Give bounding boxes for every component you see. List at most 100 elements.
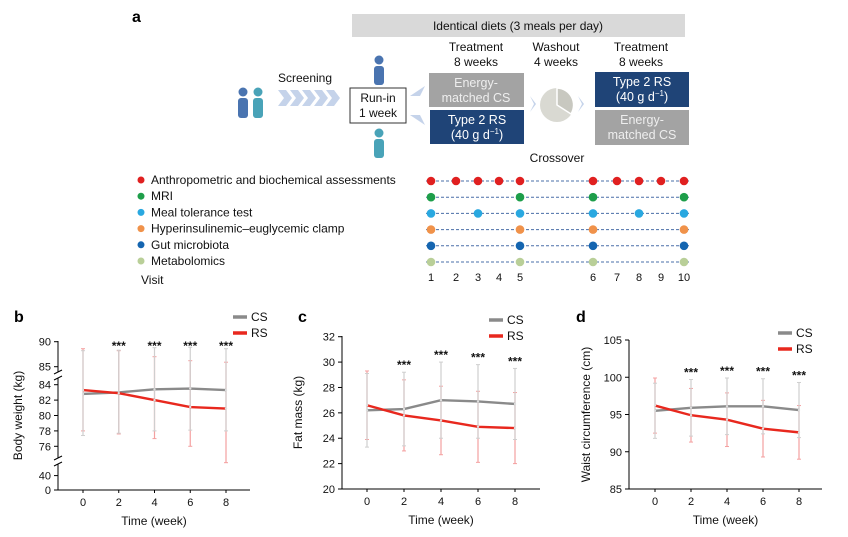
participants-icon xyxy=(238,87,263,118)
x-tick-label: 2 xyxy=(116,497,122,509)
y-tick-label: 40 xyxy=(39,471,51,483)
rs-box-2 xyxy=(595,72,689,107)
data-point xyxy=(476,400,480,403)
rs-box-2-text: Type 2 RS xyxy=(613,75,671,89)
significance-marker: *** xyxy=(471,351,485,365)
data-point xyxy=(653,404,657,407)
x-tick-label: 0 xyxy=(80,497,86,509)
legend-dot xyxy=(137,208,145,216)
pie-clock-icon xyxy=(540,87,575,122)
x-tick-label: 6 xyxy=(187,497,193,509)
visit-dot xyxy=(426,176,436,186)
data-point xyxy=(365,404,369,407)
visit-dot xyxy=(426,241,436,251)
x-tick-label: 0 xyxy=(652,496,658,508)
y-tick-label: 0 xyxy=(45,485,51,497)
axis-break-mark xyxy=(53,369,63,375)
legend-label: CS xyxy=(796,326,813,340)
treatment2-duration: 8 weeks xyxy=(619,55,663,69)
legend-dot xyxy=(137,225,145,233)
assessment-label: MRI xyxy=(151,189,173,203)
treatment1-label: Treatment xyxy=(449,40,504,54)
runin-duration: 1 week xyxy=(359,106,398,120)
data-point xyxy=(81,388,85,392)
washout-label: Washout xyxy=(533,40,581,54)
visit-dot xyxy=(426,225,436,234)
legend-label: CS xyxy=(507,313,524,327)
y-tick-label: 84 xyxy=(39,380,51,392)
chart-d: d 85 90 95 100 105 0 2 4 6 8 Time (week) Waist circu… xyxy=(576,309,822,527)
significance-marker: *** xyxy=(508,354,522,368)
diet-banner-text: Identical diets (3 meals per day) xyxy=(433,19,603,33)
rs-box-1-text: Type 2 RS xyxy=(448,113,506,127)
data-point xyxy=(761,405,765,408)
cs-box-1-text2: matched CS xyxy=(442,91,511,105)
person-top-icon xyxy=(374,55,384,85)
chevron-icon xyxy=(326,90,340,106)
visit-dot xyxy=(679,257,689,267)
data-point xyxy=(189,405,192,409)
assessment-label: Hyperinsulinemic–euglycemic clamp xyxy=(151,222,345,236)
runin-box xyxy=(349,87,407,124)
significance-marker: *** xyxy=(720,364,734,378)
significance-marker: *** xyxy=(434,348,448,362)
visit-number: 7 xyxy=(614,272,620,284)
y-tick-label: 20 xyxy=(323,484,335,496)
panel-letter: c xyxy=(298,309,307,326)
visit-dot xyxy=(451,176,461,186)
visit-number: 4 xyxy=(496,272,502,284)
x-tick-label: 0 xyxy=(364,496,370,508)
visit-dot xyxy=(679,241,689,251)
data-point xyxy=(153,398,156,402)
visit-number: 10 xyxy=(678,272,690,284)
rs-box-2-dose: (40 g d−1) xyxy=(616,89,668,104)
data-point xyxy=(725,405,729,408)
data-point xyxy=(513,426,517,430)
legend-label: RS xyxy=(507,329,524,343)
rs-box-1-dose: (40 g d−1) xyxy=(451,127,503,142)
y-tick-label: 82 xyxy=(39,395,51,407)
visit-dot xyxy=(588,225,598,234)
legend-label: RS xyxy=(251,326,268,340)
data-point xyxy=(439,398,443,402)
chevron-icon xyxy=(302,90,316,106)
data-point xyxy=(153,388,156,391)
chevron-icon xyxy=(278,90,292,106)
visit-dot xyxy=(679,176,689,186)
assessment-label: Metabolomics xyxy=(151,254,225,268)
data-point xyxy=(81,392,85,396)
visit-dot xyxy=(588,209,598,218)
x-tick-label: 2 xyxy=(401,496,407,508)
y-tick-label: 26 xyxy=(323,408,335,420)
visit-dot xyxy=(679,225,689,234)
assessment-label: Gut microbiota xyxy=(151,238,229,252)
visit-number: 1 xyxy=(428,272,434,284)
cs-box-1-text: Energy- xyxy=(454,76,498,90)
y-tick-label: 24 xyxy=(323,433,335,445)
visit-number: 3 xyxy=(475,272,481,284)
data-point xyxy=(189,387,192,390)
x-axis-label: Time (week) xyxy=(693,513,759,527)
y-tick-label: 80 xyxy=(39,411,51,423)
visit-dot xyxy=(679,192,689,202)
visit-dot xyxy=(634,209,644,218)
legend-label: RS xyxy=(796,342,813,356)
visit-dot xyxy=(588,241,598,251)
data-point xyxy=(117,391,120,395)
y-tick-label: 32 xyxy=(323,332,335,344)
y-axis-label: Body weight (kg) xyxy=(11,371,25,460)
y-tick-label: 90 xyxy=(39,337,51,349)
visit-dot xyxy=(656,176,666,186)
legend-dot xyxy=(137,241,145,249)
data-point xyxy=(797,408,801,412)
visit-dot xyxy=(426,192,436,202)
visit-dot xyxy=(634,176,644,186)
data-point xyxy=(402,407,406,411)
visit-dot xyxy=(515,209,525,218)
x-tick-label: 6 xyxy=(475,496,481,508)
visit-dot xyxy=(473,209,483,218)
crossover-label: Crossover xyxy=(530,151,585,165)
data-point xyxy=(689,406,693,409)
visit-dot xyxy=(515,176,525,186)
visit-number: 9 xyxy=(658,272,664,284)
